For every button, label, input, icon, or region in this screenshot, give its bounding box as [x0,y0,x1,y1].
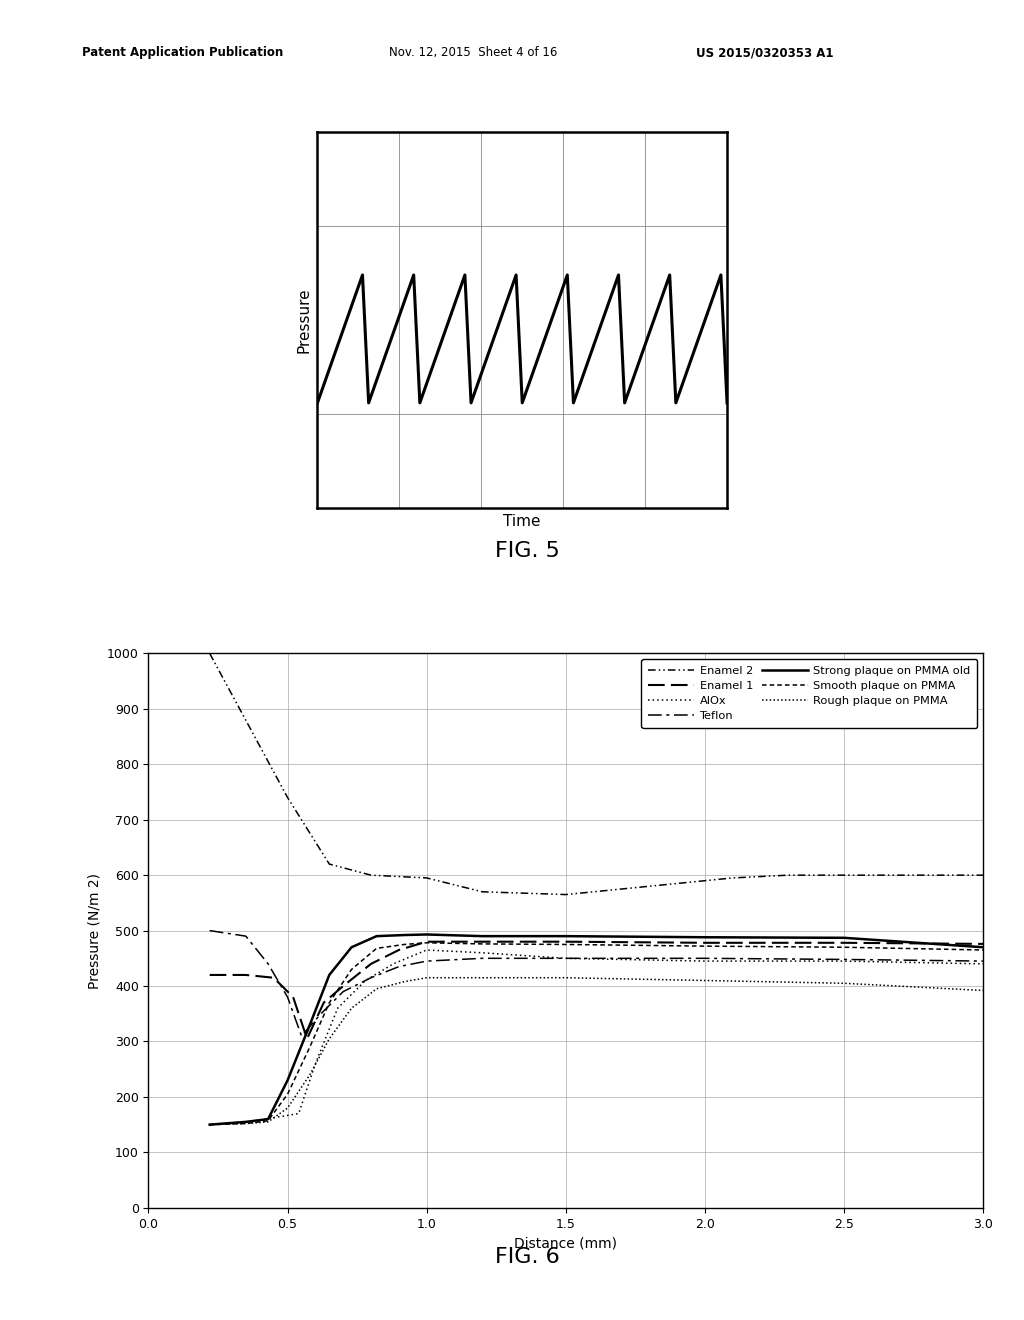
Legend: Enamel 2, Enamel 1, AlOx, Teflon, Strong plaque on PMMA old, Smooth plaque on PM: Enamel 2, Enamel 1, AlOx, Teflon, Strong… [641,659,977,729]
Y-axis label: Pressure: Pressure [297,288,312,352]
X-axis label: Distance (mm): Distance (mm) [514,1236,617,1250]
Text: US 2015/0320353 A1: US 2015/0320353 A1 [696,46,834,59]
Text: Patent Application Publication: Patent Application Publication [82,46,284,59]
Text: FIG. 6: FIG. 6 [495,1247,560,1267]
Text: FIG. 5: FIG. 5 [495,541,560,561]
Y-axis label: Pressure (N/m 2): Pressure (N/m 2) [87,873,101,989]
Text: Nov. 12, 2015  Sheet 4 of 16: Nov. 12, 2015 Sheet 4 of 16 [389,46,557,59]
X-axis label: Time: Time [504,513,541,529]
